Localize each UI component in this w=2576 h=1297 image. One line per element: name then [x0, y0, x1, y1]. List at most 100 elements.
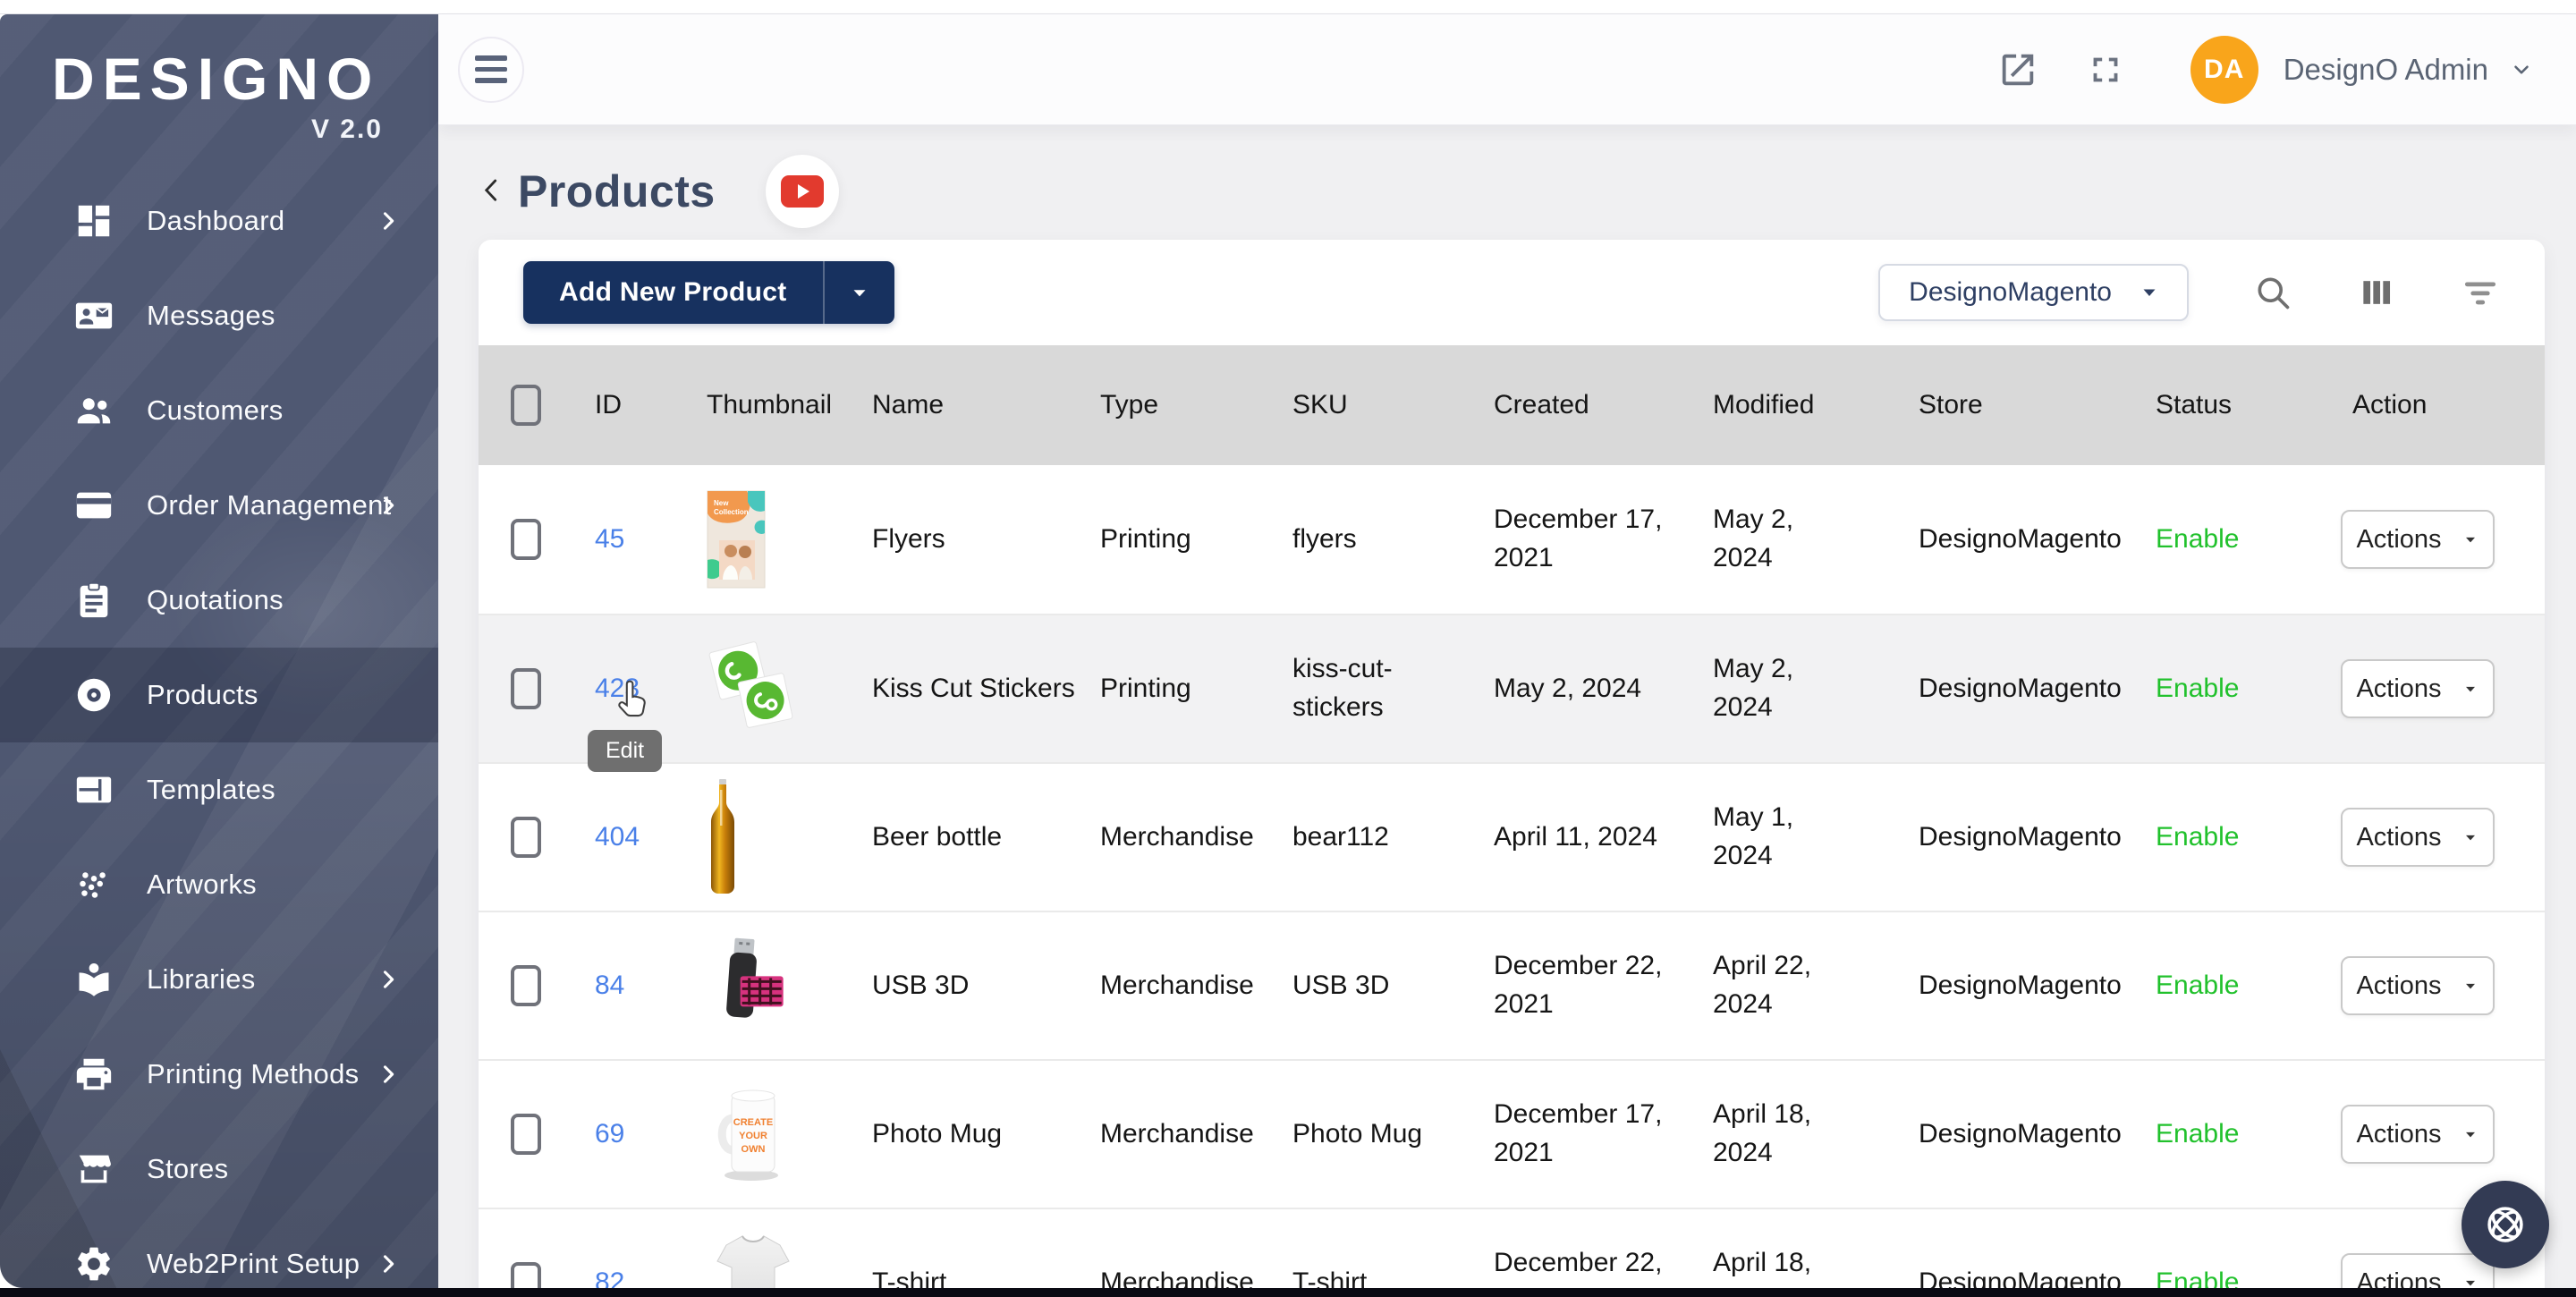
youtube-icon	[781, 175, 824, 208]
user-menu[interactable]: DesignO Admin	[2258, 53, 2533, 87]
content-area: Products Add New Product DesignoMagento	[438, 125, 2576, 1288]
dots-icon	[73, 864, 114, 905]
product-name: USB 3D	[850, 967, 1078, 1005]
svg-text:CREATE: CREATE	[733, 1117, 773, 1128]
fullscreen-icon[interactable]	[2085, 49, 2126, 90]
search-icon[interactable]	[2253, 273, 2292, 312]
product-modified: April 22, 2024	[1690, 947, 1896, 1023]
beer-bottle-thumbnail	[707, 777, 850, 897]
product-id-link[interactable]: 82	[595, 1267, 624, 1288]
sidebar-item-templates[interactable]: Templates	[0, 742, 438, 837]
store-select-value: DesignoMagento	[1909, 277, 2112, 308]
column-header-type: Type	[1078, 386, 1270, 425]
actions-button[interactable]: Actions	[2341, 659, 2495, 718]
column-header-name: Name	[850, 386, 1078, 425]
column-header-created: Created	[1471, 386, 1690, 425]
filter-icon[interactable]	[2461, 273, 2500, 312]
flyers-thumbnail: New Collection	[707, 490, 850, 589]
hamburger-menu-button[interactable]	[458, 37, 524, 103]
row-checkbox[interactable]	[511, 1262, 541, 1288]
sidebar: DESIGNO V 2.0 Dashboard Messages Custome…	[0, 14, 438, 1288]
table-row: 404 Beer bottle Merchandise bear112 Apri…	[479, 762, 2545, 911]
sidebar-item-label: Stores	[147, 1153, 228, 1185]
product-name: Beer bottle	[850, 818, 1078, 857]
product-id-link[interactable]: 84	[595, 971, 624, 1000]
sidebar-item-stores[interactable]: Stores	[0, 1122, 438, 1216]
youtube-help-button[interactable]	[766, 155, 839, 228]
row-checkbox[interactable]	[511, 965, 541, 1006]
sidebar-item-dashboard[interactable]: Dashboard	[0, 174, 438, 268]
sidebar-item-libraries[interactable]: Libraries	[0, 932, 438, 1027]
sidebar-item-messages[interactable]: Messages	[0, 268, 438, 363]
table-row: 69 CREATE YOUR OWN Photo Mug Merchandise…	[479, 1059, 2545, 1208]
product-id-link[interactable]: 404	[595, 822, 640, 852]
sidebar-item-printing-methods[interactable]: Printing Methods	[0, 1027, 438, 1122]
actions-button[interactable]: Actions	[2341, 808, 2495, 867]
product-store: DesignoMagento	[1896, 521, 2133, 559]
dashboard-icon	[73, 200, 114, 242]
page-title: Products	[518, 165, 716, 217]
sidebar-item-label: Artworks	[147, 869, 257, 901]
product-modified: April 18, 2024	[1690, 1244, 1896, 1288]
actions-button[interactable]: Actions	[2341, 1253, 2495, 1288]
gear-icon	[73, 1243, 114, 1284]
product-store: DesignoMagento	[1896, 670, 2133, 708]
avatar[interactable]: DA	[2190, 36, 2258, 104]
chevron-down-icon	[2510, 58, 2533, 81]
product-created: May 2, 2024	[1471, 670, 1690, 708]
store-select[interactable]: DesignoMagento	[1878, 264, 2189, 321]
hand-cursor-icon	[611, 678, 656, 728]
product-store: DesignoMagento	[1896, 967, 2133, 1005]
tshirt-thumbnail	[707, 1229, 850, 1288]
product-created: December 17, 2021	[1471, 501, 1690, 577]
globe-fab-button[interactable]	[2462, 1181, 2549, 1268]
user-name: DesignO Admin	[2284, 53, 2488, 87]
back-chevron-icon[interactable]	[479, 176, 505, 207]
sidebar-item-web2print-setup[interactable]: Web2Print Setup	[0, 1216, 438, 1288]
album-icon	[73, 674, 114, 716]
sidebar-item-products[interactable]: Products	[0, 648, 438, 742]
status-enable: Enable	[2133, 1115, 2330, 1154]
sidebar-item-customers[interactable]: Customers	[0, 363, 438, 458]
row-checkbox[interactable]	[511, 817, 541, 858]
add-new-product-button[interactable]: Add New Product	[523, 261, 894, 324]
product-sku: Photo Mug	[1270, 1115, 1471, 1154]
product-type: Merchandise	[1078, 967, 1270, 1005]
contact-mail-icon	[73, 295, 114, 336]
row-checkbox[interactable]	[511, 668, 541, 709]
stickers-thumbnail	[707, 640, 850, 738]
table-row: 84 USB 3D Merchandise USB 3D December 22…	[479, 911, 2545, 1059]
column-header-status: Status	[2133, 386, 2330, 425]
row-checkbox[interactable]	[511, 1114, 541, 1155]
sidebar-item-label: Dashboard	[147, 205, 284, 237]
table-row: 423 Kiss Cut Stickers Printing kiss-cut-…	[479, 614, 2545, 762]
product-created: December 17, 2021	[1471, 1096, 1690, 1172]
chevron-right-icon	[376, 208, 401, 233]
product-id-link[interactable]: 69	[595, 1119, 624, 1149]
product-type: Merchandise	[1078, 818, 1270, 857]
storefront-icon	[73, 1149, 114, 1190]
product-type: Printing	[1078, 521, 1270, 559]
actions-button[interactable]: Actions	[2341, 510, 2495, 569]
logo-block: DESIGNO V 2.0	[0, 14, 438, 150]
columns-icon[interactable]	[2357, 273, 2396, 312]
actions-button[interactable]: Actions	[2341, 1105, 2495, 1164]
add-product-dropdown-toggle[interactable]	[825, 261, 894, 324]
status-enable: Enable	[2133, 818, 2330, 857]
product-id-link[interactable]: 45	[595, 524, 624, 554]
window-top-strip	[0, 0, 2576, 14]
sidebar-item-artworks[interactable]: Artworks	[0, 837, 438, 932]
actions-button[interactable]: Actions	[2341, 956, 2495, 1015]
add-new-product-label[interactable]: Add New Product	[523, 261, 823, 324]
product-sku: T-shirt	[1270, 1264, 1471, 1288]
select-all-checkbox[interactable]	[511, 385, 541, 426]
chevron-right-icon	[376, 1251, 401, 1276]
chevron-right-icon	[376, 1062, 401, 1087]
open-in-new-icon[interactable]	[1997, 49, 2038, 90]
sidebar-item-order-management[interactable]: Order Management	[0, 458, 438, 553]
row-checkbox[interactable]	[511, 519, 541, 560]
sidebar-item-label: Libraries	[147, 963, 256, 996]
select-caret-icon	[2139, 282, 2160, 303]
sidebar-item-label: Customers	[147, 394, 284, 427]
sidebar-item-quotations[interactable]: Quotations	[0, 553, 438, 648]
